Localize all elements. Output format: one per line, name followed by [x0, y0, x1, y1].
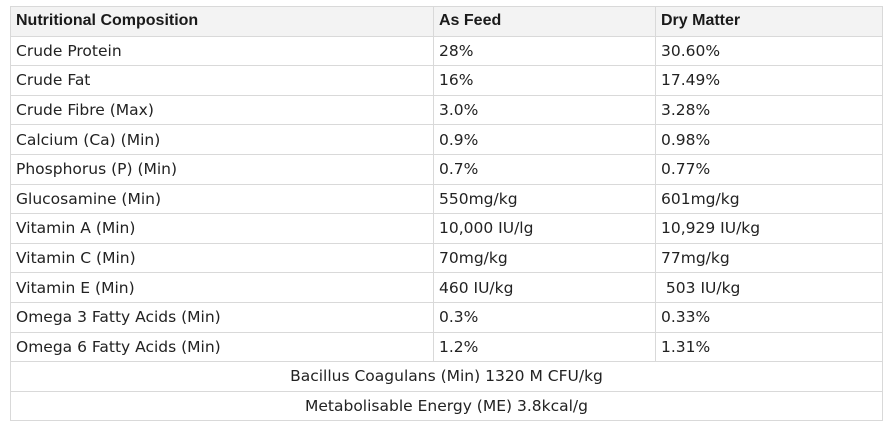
nutritional-composition-table: Nutritional Composition As Feed Dry Matt… — [10, 6, 883, 422]
nutrient-name-cell: Crude Fat — [10, 65, 434, 96]
table-row: Omega 6 Fatty Acids (Min) 1.2% 1.31% — [10, 331, 883, 363]
dry-matter-cell: 0.77% — [655, 153, 883, 185]
nutrient-name-cell: Vitamin A (Min) — [10, 213, 434, 244]
dry-matter-cell: 0.98% — [655, 124, 883, 155]
as-feed-cell: 1.2% — [433, 331, 656, 363]
table-row: Omega 3 Fatty Acids (Min) 0.3% 0.33% — [10, 301, 883, 333]
dry-matter-cell: 77mg/kg — [655, 242, 883, 274]
as-feed-cell: 16% — [433, 65, 656, 96]
dry-matter-cell: 0.33% — [655, 301, 883, 333]
nutrient-name-cell: Vitamin C (Min) — [10, 242, 434, 274]
as-feed-cell: 0.7% — [433, 153, 656, 185]
dry-matter-cell: 503 IU/kg — [655, 272, 883, 303]
nutrient-name-cell: Vitamin E (Min) — [10, 272, 434, 303]
header-dry-matter: Dry Matter — [655, 6, 883, 37]
nutrient-name-cell: Glucosamine (Min) — [10, 183, 434, 215]
nutrient-name-cell: Omega 6 Fatty Acids (Min) — [10, 331, 434, 363]
dry-matter-cell: 3.28% — [655, 94, 883, 126]
header-row: Nutritional Composition As Feed Dry Matt… — [10, 6, 883, 37]
table-row: Vitamin E (Min) 460 IU/kg 503 IU/kg — [10, 272, 883, 303]
as-feed-cell: 28% — [433, 35, 656, 67]
table-row: Calcium (Ca) (Min) 0.9% 0.98% — [10, 124, 883, 155]
nutrient-name-cell: Crude Fibre (Max) — [10, 94, 434, 126]
as-feed-cell: 460 IU/kg — [433, 272, 656, 303]
footer-row-bacillus-coagulans: Bacillus Coagulans (Min) 1320 M CFU/kg — [10, 361, 883, 392]
dry-matter-cell: 17.49% — [655, 65, 883, 96]
dry-matter-cell: 10,929 IU/kg — [655, 213, 883, 244]
table-header: Nutritional Composition As Feed Dry Matt… — [10, 6, 883, 37]
as-feed-cell: 10,000 IU/lg — [433, 213, 656, 244]
nutrient-name-cell: Calcium (Ca) (Min) — [10, 124, 434, 155]
bacillus-coagulans-cell: Bacillus Coagulans (Min) 1320 M CFU/kg — [10, 361, 883, 392]
dry-matter-cell: 1.31% — [655, 331, 883, 363]
table-row: Phosphorus (P) (Min) 0.7% 0.77% — [10, 153, 883, 185]
as-feed-cell: 0.3% — [433, 301, 656, 333]
nutrient-name-cell: Phosphorus (P) (Min) — [10, 153, 434, 185]
table-row: Vitamin A (Min) 10,000 IU/lg 10,929 IU/k… — [10, 213, 883, 244]
metabolisable-energy-cell: Metabolisable Energy (ME) 3.8kcal/g — [10, 390, 883, 422]
as-feed-cell: 3.0% — [433, 94, 656, 126]
as-feed-cell: 70mg/kg — [433, 242, 656, 274]
header-nutritional-composition: Nutritional Composition — [10, 6, 434, 37]
table-row: Crude Protein 28% 30.60% — [10, 35, 883, 67]
as-feed-cell: 0.9% — [433, 124, 656, 155]
footer-row-metabolisable-energy: Metabolisable Energy (ME) 3.8kcal/g — [10, 390, 883, 422]
dry-matter-cell: 30.60% — [655, 35, 883, 67]
nutrient-name-cell: Omega 3 Fatty Acids (Min) — [10, 301, 434, 333]
dry-matter-cell: 601mg/kg — [655, 183, 883, 215]
header-as-feed: As Feed — [433, 6, 656, 37]
nutrient-name-cell: Crude Protein — [10, 35, 434, 67]
table-body: Crude Protein 28% 30.60% Crude Fat 16% 1… — [10, 35, 883, 422]
table-row: Vitamin C (Min) 70mg/kg 77mg/kg — [10, 242, 883, 274]
table-row: Glucosamine (Min) 550mg/kg 601mg/kg — [10, 183, 883, 215]
table-row: Crude Fat 16% 17.49% — [10, 65, 883, 96]
as-feed-cell: 550mg/kg — [433, 183, 656, 215]
table-row: Crude Fibre (Max) 3.0% 3.28% — [10, 94, 883, 126]
